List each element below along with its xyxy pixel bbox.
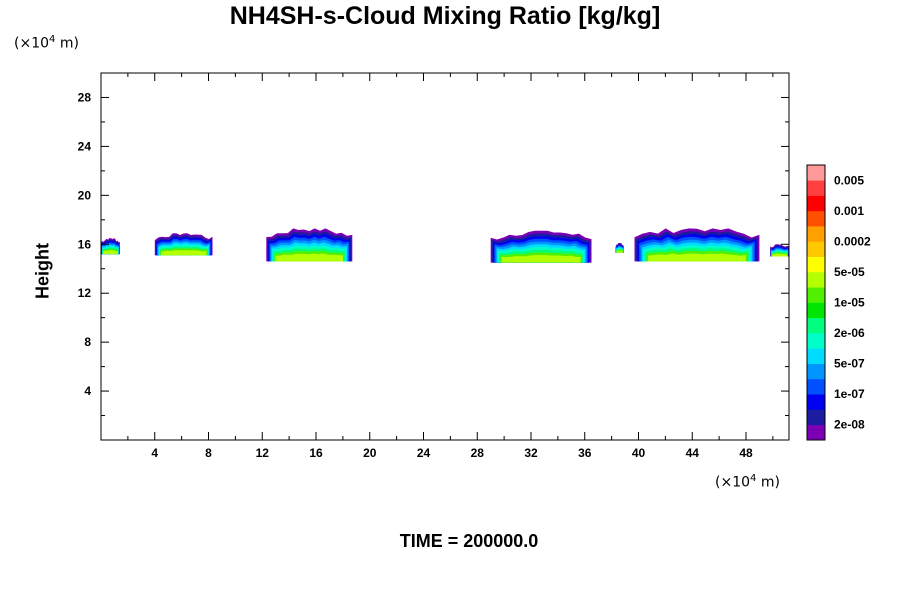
y-tick-label: 24 xyxy=(78,139,92,153)
chart-title: NH4SH-s-Cloud Mixing Ratio [kg/kg] xyxy=(229,2,661,30)
cloud xyxy=(266,228,353,262)
y-tick-label: 28 xyxy=(78,90,92,104)
x-tick-label: 28 xyxy=(471,446,485,460)
colorbar-swatch xyxy=(807,287,825,303)
x-unit-prefix: (×10 xyxy=(715,474,751,491)
x-tick-label: 48 xyxy=(739,446,753,460)
colorbar-frame xyxy=(806,164,826,441)
colorbar: 2e-08 1e-07 5e-07 2e-06 1e-05 5e-05 0.0002 0.00… xyxy=(806,164,871,441)
x-tick-label: 12 xyxy=(256,446,270,460)
colorbar-label: 1e-05 xyxy=(834,296,865,310)
x-tick-label: 8 xyxy=(205,446,212,460)
colorbar-swatch xyxy=(807,210,825,227)
x-unit-exponent: 4 xyxy=(750,473,757,484)
colorbar-swatch xyxy=(807,302,825,319)
cloud xyxy=(154,233,213,256)
x-tick-label: 32 xyxy=(524,446,538,460)
x-tick-label: 36 xyxy=(578,446,592,460)
colorbar-label: 0.005 xyxy=(834,173,864,187)
x-axis-unit: (×104 m) xyxy=(715,473,780,491)
x-tick-label: 24 xyxy=(417,446,431,460)
cloud-layer xyxy=(501,255,581,263)
cloud-layer xyxy=(161,250,207,256)
colorbar-label: 1e-07 xyxy=(834,387,865,401)
colorbar-swatch xyxy=(807,256,825,273)
colorbar-label: 0.001 xyxy=(834,204,864,218)
colorbar-swatch xyxy=(807,226,825,242)
cloud xyxy=(634,228,760,262)
colorbar-swatch xyxy=(807,348,825,364)
x-axis: 4 8 12 16 20 24 28 32 36 40 44 48 xyxy=(127,73,774,460)
cloud-field xyxy=(101,228,789,263)
colorbar-swatch xyxy=(807,180,825,196)
colorbar-swatch xyxy=(807,394,825,410)
colorbar-label: 5e-07 xyxy=(834,357,865,371)
cloud xyxy=(490,230,592,263)
colorbar-swatch xyxy=(807,165,825,181)
colorbar-swatch xyxy=(807,241,825,257)
cloud-layer xyxy=(772,253,787,257)
plot-frame xyxy=(100,72,790,441)
colorbar-swatch xyxy=(807,271,825,288)
time-label: TIME = 200000.0 xyxy=(399,531,539,551)
colorbar-swatch xyxy=(807,378,825,395)
colorbar-swatch xyxy=(807,409,825,426)
colorbar-label: 2e-08 xyxy=(834,418,865,432)
x-tick-label: 4 xyxy=(151,446,158,460)
y-tick-label: 8 xyxy=(84,335,91,349)
x-tick-label: 40 xyxy=(632,446,646,460)
y-unit-suffix: m) xyxy=(55,35,79,52)
cloud xyxy=(101,238,120,255)
cloud xyxy=(770,244,789,257)
colorbar-label: 5e-05 xyxy=(834,265,865,279)
x-tick-label: 16 xyxy=(309,446,323,460)
y-tick-label: 16 xyxy=(78,237,92,251)
x-unit-suffix: m) xyxy=(756,474,780,491)
colorbar-label: 0.0002 xyxy=(834,234,871,248)
y-axis-unit: (×104 m) xyxy=(14,34,79,52)
colorbar-swatch xyxy=(807,363,825,380)
cloud xyxy=(615,243,624,253)
y-unit-exponent: 4 xyxy=(49,34,56,45)
cloud-layer xyxy=(648,253,746,262)
x-tick-label: 20 xyxy=(363,446,377,460)
colorbar-swatch xyxy=(807,333,825,349)
y-axis: 4 8 12 16 20 24 28 xyxy=(78,90,789,417)
x-tick-label: 44 xyxy=(686,446,700,460)
cloud-layer xyxy=(275,253,343,262)
cloud-layer xyxy=(616,250,623,253)
colorbar-swatch xyxy=(807,424,825,441)
colorbar-label: 2e-06 xyxy=(834,326,865,340)
y-unit-prefix: (×10 xyxy=(14,35,50,52)
y-tick-label: 4 xyxy=(84,384,91,398)
y-tick-label: 20 xyxy=(78,188,92,202)
y-tick-label: 12 xyxy=(78,286,92,300)
colorbar-swatch xyxy=(807,195,825,212)
colorbar-swatch xyxy=(807,317,825,334)
cloud-layer xyxy=(103,250,118,255)
